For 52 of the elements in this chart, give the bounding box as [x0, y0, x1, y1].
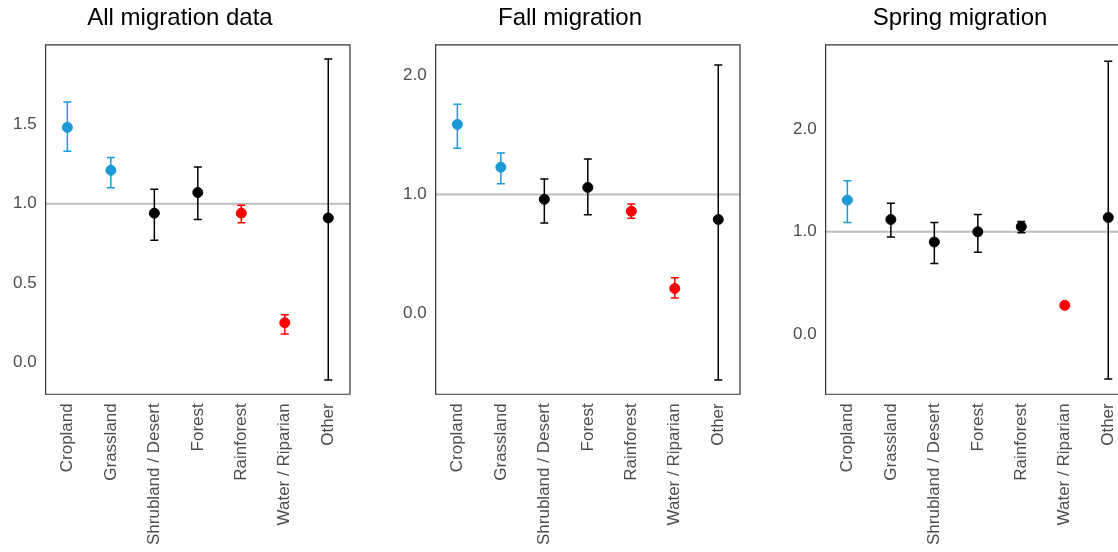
point	[235, 207, 247, 219]
x-tick-label: Grassland	[880, 403, 900, 481]
point	[928, 236, 940, 248]
x-tick-label: Water / Riparian	[664, 403, 684, 526]
x-tick-label: Shrubland / Desert	[534, 402, 554, 546]
x-tick-label: Water / Riparian	[1054, 403, 1074, 526]
x-tick-label: Rainforest	[230, 402, 250, 481]
y-tick-label: 0.0	[402, 303, 427, 323]
chart-title: Spring migration	[872, 3, 1048, 31]
y-tick-label: 1.0	[12, 193, 37, 213]
point	[61, 121, 73, 133]
x-tick-label: Other	[707, 402, 727, 446]
x-tick-label: Grassland	[490, 403, 510, 481]
y-tick-label: 1.0	[402, 184, 427, 204]
x-tick-label: Cropland	[447, 403, 467, 473]
x-tick-label: Shrubland / Desert	[144, 402, 164, 546]
point	[192, 187, 204, 199]
y-tick-label: 0.5	[12, 272, 37, 292]
x-tick-label: Water / Riparian	[274, 403, 294, 526]
point	[279, 317, 291, 329]
x-tick-label: Rainforest	[1010, 402, 1030, 481]
y-tick-label: 0.0	[792, 323, 817, 343]
x-tick-label: Shrubland / Desert	[924, 402, 944, 546]
y-tick-label: 0.0	[12, 352, 37, 372]
point	[712, 214, 724, 226]
y-tick-label: 2.0	[402, 65, 427, 85]
point	[669, 282, 681, 294]
y-tick-label: 1.5	[12, 113, 37, 133]
point	[841, 194, 853, 206]
point	[1102, 211, 1114, 223]
chart-title: Fall migration	[497, 3, 643, 31]
x-tick-label: Cropland	[57, 403, 77, 473]
x-tick-label: Rainforest	[620, 402, 640, 481]
point	[972, 226, 984, 238]
x-tick-label: Forest	[967, 402, 987, 452]
point	[495, 161, 507, 173]
x-tick-label: Forest	[187, 402, 207, 452]
y-tick-label: 2.0	[792, 119, 817, 139]
x-tick-label: Other	[1097, 402, 1117, 446]
x-tick-label: Other	[317, 402, 337, 446]
x-tick-label: Forest	[577, 402, 597, 452]
y-tick-label: 1.0	[792, 221, 817, 241]
point	[538, 193, 550, 205]
point	[885, 214, 897, 226]
point	[148, 207, 160, 219]
point	[322, 212, 334, 224]
x-tick-label: Grassland	[100, 403, 120, 481]
chart-title: All migration data	[87, 3, 274, 31]
x-tick-label: Cropland	[837, 403, 857, 473]
point	[582, 181, 594, 193]
point	[451, 118, 463, 130]
point	[105, 164, 117, 176]
